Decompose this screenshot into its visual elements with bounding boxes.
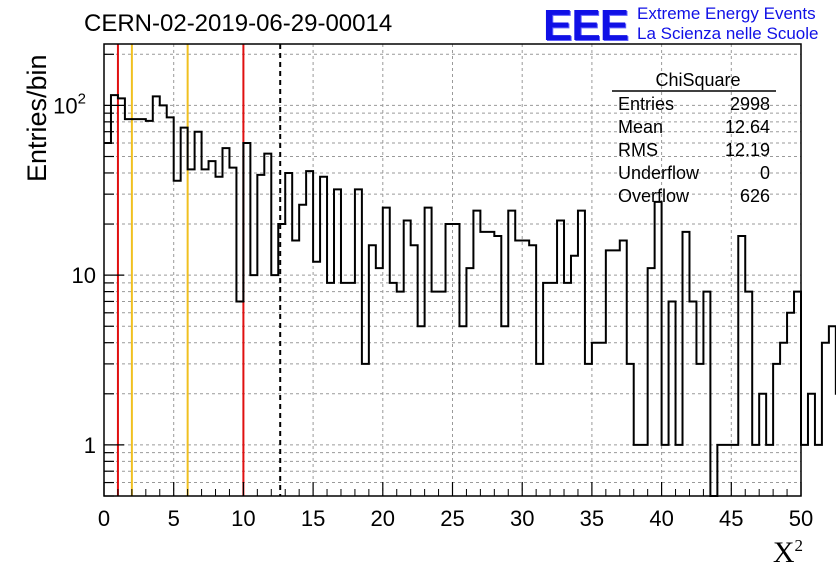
- x-tick-label: 35: [580, 506, 604, 531]
- x-tick-label: 0: [98, 506, 110, 531]
- x-tick-label: 30: [510, 506, 534, 531]
- stats-row-label: Entries: [618, 94, 674, 114]
- x-tick-label: 45: [719, 506, 743, 531]
- stats-row-value: 2998: [730, 94, 770, 114]
- stats-row-value: 626: [740, 186, 770, 206]
- y-tick-label: 102: [53, 90, 86, 118]
- reference-lines: [116, 44, 282, 496]
- grid: [104, 44, 801, 497]
- x-tick-label: 5: [168, 506, 180, 531]
- x-tick-label: 10: [231, 506, 255, 531]
- y-tick-label-exponent: 2: [78, 90, 86, 107]
- x-axis-label-superscript: 2: [794, 536, 804, 555]
- x-tick-label: 15: [301, 506, 325, 531]
- x-tick-label: 20: [371, 506, 395, 531]
- x-tick-label: 50: [789, 506, 813, 531]
- y-tick-label: 1: [84, 433, 96, 458]
- x-tick-label: 40: [649, 506, 673, 531]
- histogram-title: CERN-02-2019-06-29-00014: [84, 10, 393, 37]
- eee-logo: EEE: [543, 1, 629, 50]
- stats-row-value: 12.64: [725, 117, 770, 137]
- stats-row-label: Mean: [618, 117, 663, 137]
- logo-line-1: Extreme Energy Events: [637, 4, 816, 23]
- y-tick-label-base: 10: [53, 93, 77, 118]
- stats-row-value: 0: [760, 163, 770, 183]
- logo-line-2: La Scienza nelle Scuole: [637, 24, 819, 43]
- x-axis-label-main: X: [772, 536, 795, 569]
- x-axis-label: X2: [773, 536, 803, 570]
- y-tick-label: 10: [72, 263, 96, 288]
- stats-title: ChiSquare: [655, 70, 740, 90]
- x-tick-label: 25: [440, 506, 464, 531]
- eee-logo-mark: EEE: [543, 1, 629, 50]
- stats-row-label: Overflow: [618, 186, 690, 206]
- stats-row-label: Underflow: [618, 163, 700, 183]
- stats-row-value: 12.19: [725, 140, 770, 160]
- stats-box: ChiSquare Entries 2998 Mean 12.64 RMS 12.19 Un…: [612, 70, 776, 206]
- stats-row-label: RMS: [618, 140, 658, 160]
